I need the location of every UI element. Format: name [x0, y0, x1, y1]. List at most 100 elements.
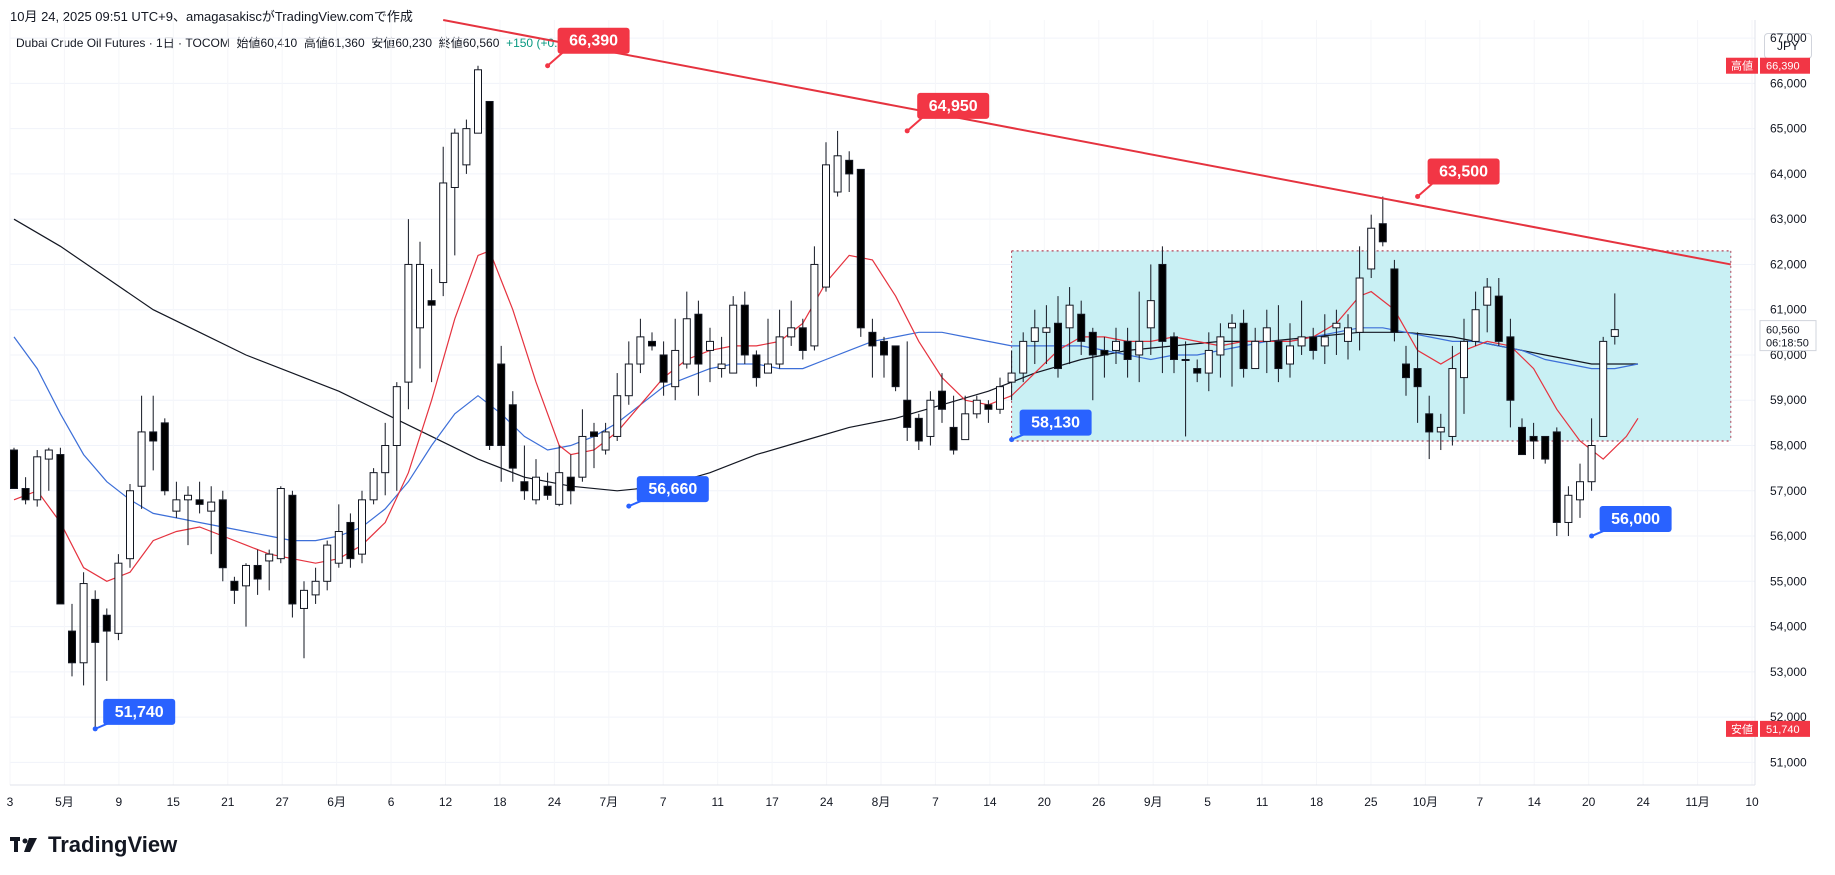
candle — [56, 447, 65, 605]
last-price-value: 60,560 — [1766, 325, 1800, 337]
candle-body — [926, 399, 935, 437]
y-axis: 51,000 52,000 53,000 54,000 55,000 56,000 57,0… — [1754, 20, 1807, 785]
callout-blue: 56,660 — [626, 476, 709, 509]
candle — [1355, 246, 1364, 351]
candle — [1135, 291, 1144, 383]
candle-body — [485, 100, 494, 447]
candle — [1576, 463, 1584, 518]
candle — [485, 100, 494, 451]
candle — [914, 413, 923, 451]
candle — [1529, 422, 1538, 460]
candle-body — [79, 583, 88, 664]
callout-box — [1427, 158, 1500, 185]
y-tick-label: 58,000 — [1770, 439, 1807, 453]
candle-body — [822, 164, 830, 288]
candle-body — [474, 69, 482, 134]
callout-blue: 56,000 — [1589, 506, 1672, 539]
candle — [126, 483, 134, 568]
candle-body — [253, 564, 262, 580]
candle — [300, 581, 308, 659]
candle-body — [1100, 349, 1109, 356]
candle — [358, 490, 366, 564]
candle-body — [300, 589, 308, 609]
symbol-title: Dubai Crude Oil Futures · 1日 · TOCOM — [16, 36, 230, 50]
candle — [44, 447, 53, 491]
candle-body — [1344, 327, 1352, 342]
candle — [462, 119, 471, 174]
y-tick-label: 52,000 — [1770, 710, 1807, 724]
currency-button[interactable]: JPY — [1764, 33, 1812, 59]
candle-body — [1355, 277, 1364, 333]
candle-body — [1518, 426, 1526, 456]
callout-label: 56,000 — [1611, 511, 1660, 528]
candle — [1123, 327, 1132, 378]
callout-anchor — [904, 128, 910, 134]
candle-body — [1065, 304, 1074, 329]
brand-logo: TradingView — [10, 832, 177, 858]
candle — [1204, 332, 1213, 392]
candle-body — [126, 490, 134, 560]
y-tick-label: 55,000 — [1770, 574, 1807, 588]
x-tick-label: 21 — [221, 795, 235, 809]
candle-body — [636, 336, 645, 365]
candle — [1518, 418, 1526, 456]
x-tick-label: 10月 — [1413, 795, 1438, 809]
candle — [1483, 278, 1492, 333]
candle-body — [427, 300, 436, 306]
x-tick-label: 24 — [548, 795, 562, 809]
candle — [740, 291, 749, 365]
callout-pointer — [1416, 181, 1435, 198]
candle-body — [787, 327, 796, 338]
candle — [984, 400, 993, 423]
candle — [497, 345, 506, 482]
candle-body — [102, 614, 111, 632]
candle-body — [1042, 327, 1051, 333]
candle-body — [1007, 372, 1016, 383]
candle-body — [717, 363, 726, 370]
candle — [346, 513, 355, 568]
candle — [392, 382, 401, 491]
candle-body — [184, 494, 192, 501]
candle — [288, 490, 297, 618]
candle-body — [1471, 309, 1480, 342]
callout-red: 64,950 — [904, 92, 990, 134]
candle — [381, 422, 390, 496]
candle — [137, 395, 146, 509]
candle — [1413, 332, 1422, 423]
candle-body — [903, 399, 912, 428]
candle-body — [1228, 322, 1236, 329]
tradingview-logo-icon — [10, 837, 37, 852]
candle — [775, 309, 784, 369]
x-axis: 3 5月 9 15 21 27 6月 6 12 18 24 7月 7 11 17 24 8月 7 14 20 26 9月 5… — [7, 784, 1759, 809]
x-tick-label: 18 — [493, 795, 507, 809]
candle-body — [1564, 494, 1573, 523]
candle — [79, 572, 88, 686]
candle — [787, 300, 796, 346]
price-tag-label: 高値 — [1731, 59, 1753, 73]
candle-body — [891, 345, 900, 388]
candle-body — [1425, 413, 1434, 433]
candle-body — [1402, 363, 1410, 379]
candle-body — [404, 263, 413, 383]
candle-body — [1216, 336, 1225, 356]
candle — [207, 486, 216, 555]
callout-label: 63,500 — [1439, 164, 1488, 181]
candle — [798, 318, 807, 360]
price-tag-value: 51,740 — [1766, 724, 1800, 736]
y-tick-label: 59,000 — [1770, 393, 1807, 407]
candle-body — [1274, 340, 1283, 370]
candle-body — [207, 501, 216, 512]
candle-body — [288, 494, 297, 605]
candle — [532, 459, 540, 505]
x-tick-label: 26 — [1092, 795, 1106, 809]
candle — [636, 318, 645, 374]
candle-body — [938, 390, 946, 410]
candle-body — [1297, 336, 1306, 347]
x-tick-label: 24 — [1636, 795, 1650, 809]
x-tick-label: 5 — [1204, 795, 1211, 809]
candle — [822, 142, 830, 292]
candle-body — [1367, 227, 1376, 270]
candle — [184, 486, 192, 546]
candle-body — [276, 488, 285, 560]
